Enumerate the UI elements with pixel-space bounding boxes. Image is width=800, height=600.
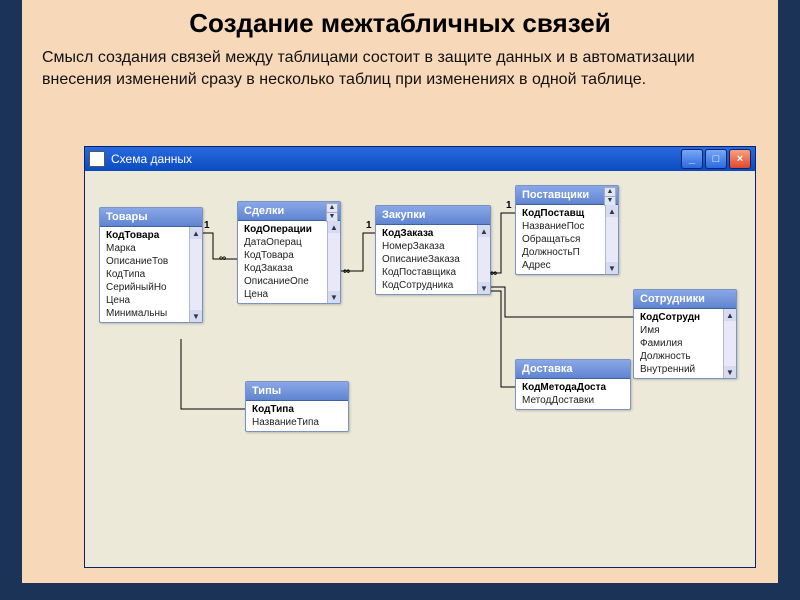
field-item[interactable]: Марка xyxy=(100,242,202,255)
minimize-button[interactable]: _ xyxy=(681,149,703,169)
table-header[interactable]: Закупки xyxy=(376,206,490,225)
scroll-up-icon[interactable]: ▲ xyxy=(724,309,736,321)
scrollbar[interactable]: ▲▼ xyxy=(477,225,490,294)
field-item[interactable]: КодТипа xyxy=(246,403,348,416)
cardinality-label: 1 xyxy=(366,220,372,231)
field-item[interactable]: Минимальны xyxy=(100,307,202,320)
table-sdelki[interactable]: Сделки▲▼КодОперацииДатаОперацКодТовараКо… xyxy=(237,201,341,304)
field-item[interactable]: Адрес xyxy=(516,259,618,272)
scroll-down-icon[interactable]: ▼ xyxy=(478,282,490,294)
field-item[interactable]: СерийныйНо xyxy=(100,281,202,294)
field-item[interactable]: МетодДоставки xyxy=(516,394,630,407)
table-tovary[interactable]: ТоварыКодТовараМаркаОписаниеТовКодТипаСе… xyxy=(99,207,203,323)
cardinality-label: ∞ xyxy=(219,253,226,264)
page-title: Создание межтабличных связей xyxy=(22,0,778,39)
maximize-button[interactable]: □ xyxy=(705,149,727,169)
fields-list: КодПоставщНазваниеПосОбращатьсяДолжность… xyxy=(516,205,618,274)
scrollbar[interactable]: ▲▼ xyxy=(327,221,340,303)
field-item[interactable]: ОписаниеЗаказа xyxy=(376,253,490,266)
scroll-down-icon[interactable]: ▼ xyxy=(724,366,736,378)
field-item[interactable]: КодТипа xyxy=(100,268,202,281)
scroll-up-icon[interactable]: ▲ xyxy=(478,225,490,237)
table-sotrud[interactable]: Сотрудники КодСотруднИмяФамилияДолжностьВ… xyxy=(633,289,737,379)
field-item[interactable]: ДатаОперац xyxy=(238,236,340,249)
field-item[interactable]: НазваниеПос xyxy=(516,220,618,233)
field-item[interactable]: КодСотрудника xyxy=(376,279,490,292)
relationship-canvas[interactable]: ТоварыКодТовараМаркаОписаниеТовКодТипаСе… xyxy=(85,171,755,567)
scrollbar[interactable]: ▲▼ xyxy=(605,205,618,274)
table-header[interactable]: Типы xyxy=(246,382,348,401)
field-item[interactable]: Цена xyxy=(238,288,340,301)
close-button[interactable]: × xyxy=(729,149,751,169)
fields-list: КодОперацииДатаОперацКодТовараКодЗаказаО… xyxy=(238,221,340,303)
field-item[interactable]: ДолжностьП xyxy=(516,246,618,259)
scroll-down-icon[interactable]: ▼ xyxy=(328,291,340,303)
fields-list: КодТипаНазваниеТипа xyxy=(246,401,348,431)
slide: Создание межтабличных связей Смысл созда… xyxy=(22,0,778,583)
field-item[interactable]: НазваниеТипа xyxy=(246,416,348,429)
table-tipy[interactable]: ТипыКодТипаНазваниеТипа xyxy=(245,381,349,432)
cardinality-label: 1 xyxy=(506,200,512,211)
scroll-up-icon[interactable]: ▲ xyxy=(328,221,340,233)
window-title: Схема данных xyxy=(111,152,192,166)
table-postav[interactable]: Поставщики▲▼КодПоставщНазваниеПосОбращат… xyxy=(515,185,619,275)
table-header[interactable]: Поставщики▲▼ xyxy=(516,186,618,205)
field-item[interactable]: КодОперации xyxy=(238,223,340,236)
fields-list: КодМетодаДостаМетодДоставки xyxy=(516,379,630,409)
field-item[interactable]: Фамилия xyxy=(634,337,736,350)
cardinality-label: ∞ xyxy=(490,268,497,279)
field-item[interactable]: КодТовара xyxy=(238,249,340,262)
field-item[interactable]: КодТовара xyxy=(100,229,202,242)
table-dostavka[interactable]: ДоставкаКодМетодаДостаМетодДоставки xyxy=(515,359,631,410)
field-item[interactable]: Внутренний xyxy=(634,363,736,376)
scroll-down-icon[interactable]: ▼ xyxy=(190,310,202,322)
field-item[interactable]: Цена xyxy=(100,294,202,307)
scroll-up-icon[interactable]: ▲ xyxy=(606,205,618,217)
page-description: Смысл создания связей между таблицами со… xyxy=(22,39,778,90)
field-item[interactable]: Должность xyxy=(634,350,736,363)
fields-list: КодЗаказаНомерЗаказаОписаниеЗаказаКодПос… xyxy=(376,225,490,294)
fields-list: КодТовараМаркаОписаниеТовКодТипаСерийный… xyxy=(100,227,202,322)
field-item[interactable]: ОписаниеОпе xyxy=(238,275,340,288)
fields-list: КодСотруднИмяФамилияДолжностьВнутренний▲… xyxy=(634,309,736,378)
scrollbar[interactable]: ▲▼ xyxy=(189,227,202,322)
field-item[interactable]: Обращаться xyxy=(516,233,618,246)
window-titlebar[interactable]: Схема данных _ □ × xyxy=(85,147,755,171)
table-header[interactable]: Сотрудники xyxy=(634,290,736,309)
field-item[interactable]: КодПоставщ xyxy=(516,207,618,220)
cardinality-label: 1 xyxy=(204,220,210,231)
field-item[interactable]: КодСотрудн xyxy=(634,311,736,324)
table-header[interactable]: Сделки▲▼ xyxy=(238,202,340,221)
cardinality-label: ∞ xyxy=(343,266,350,277)
field-item[interactable]: КодМетодаДоста xyxy=(516,381,630,394)
table-header[interactable]: Товары xyxy=(100,208,202,227)
table-zakupki[interactable]: ЗакупкиКодЗаказаНомерЗаказаОписаниеЗаказ… xyxy=(375,205,491,295)
field-item[interactable]: КодЗаказа xyxy=(376,227,490,240)
outer-frame: Создание межтабличных связей Смысл созда… xyxy=(0,0,800,600)
scroll-down-icon[interactable]: ▼ xyxy=(606,262,618,274)
table-header[interactable]: Доставка xyxy=(516,360,630,379)
app-icon xyxy=(89,151,105,167)
field-item[interactable]: Имя xyxy=(634,324,736,337)
field-item[interactable]: КодЗаказа xyxy=(238,262,340,275)
field-item[interactable]: НомерЗаказа xyxy=(376,240,490,253)
field-item[interactable]: КодПоставщика xyxy=(376,266,490,279)
scrollbar[interactable]: ▲▼ xyxy=(723,309,736,378)
schema-window: Схема данных _ □ × ТоварыКодТовараМаркаО… xyxy=(84,146,756,568)
scroll-up-icon[interactable]: ▲ xyxy=(190,227,202,239)
field-item[interactable]: ОписаниеТов xyxy=(100,255,202,268)
